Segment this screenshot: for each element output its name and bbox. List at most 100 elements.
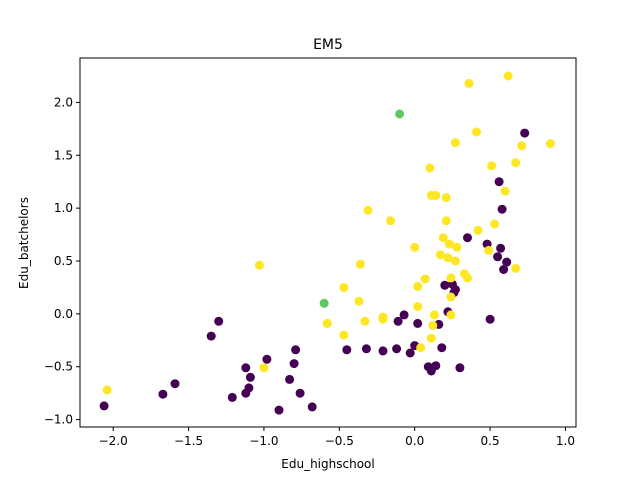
data-point-cluster-0 — [285, 374, 295, 384]
data-point-cluster-2 — [363, 205, 373, 215]
data-point-cluster-2 — [413, 302, 423, 311]
data-point-cluster-0 — [170, 379, 180, 389]
x-axis-ticks: −2.0 −1.5 −1.0 −0.5 0.0 0.5 1.0 — [99, 427, 575, 448]
data-point-cluster-2 — [443, 253, 453, 263]
data-point-cluster-2 — [322, 318, 332, 328]
x-axis-label: Edu_highschool — [281, 457, 374, 471]
data-point-cluster-2 — [416, 343, 426, 353]
data-point-cluster-0 — [405, 348, 415, 358]
data-point-cluster-0 — [361, 344, 371, 354]
data-point-cluster-0 — [274, 405, 284, 415]
data-point-cluster-0 — [342, 345, 352, 355]
x-tick-label: −1.5 — [174, 434, 203, 448]
data-point-cluster-1 — [319, 298, 329, 308]
data-point-cluster-2 — [473, 225, 483, 235]
data-point-cluster-0 — [378, 346, 388, 356]
data-point-cluster-2 — [386, 216, 396, 226]
data-point-cluster-2 — [413, 281, 423, 291]
data-point-cluster-0 — [399, 310, 409, 320]
x-tick-label: 1.0 — [556, 434, 575, 448]
data-point-cluster-2 — [511, 263, 521, 273]
data-point-cluster-0 — [497, 204, 507, 214]
data-point-cluster-2 — [259, 363, 269, 373]
data-point-cluster-0 — [450, 285, 460, 295]
data-point-cluster-2 — [425, 163, 435, 173]
data-point-cluster-0 — [520, 128, 530, 138]
data-point-cluster-0 — [393, 316, 403, 326]
data-point-cluster-2 — [511, 158, 521, 168]
data-point-cluster-2 — [254, 260, 264, 270]
data-point-cluster-0 — [463, 233, 472, 243]
data-point-cluster-0 — [241, 363, 251, 373]
data-point-cluster-0 — [440, 280, 450, 290]
data-point-cluster-0 — [499, 265, 509, 274]
y-axis-ticks: −1.0 −0.5 0.0 0.5 1.0 1.5 2.0 — [44, 95, 80, 427]
data-point-cluster-2 — [420, 274, 430, 284]
data-point-cluster-2 — [428, 321, 438, 330]
data-point-cluster-2 — [355, 259, 365, 269]
data-point-cluster-2 — [490, 219, 500, 229]
data-point-cluster-0 — [455, 363, 465, 373]
x-tick-label: −0.5 — [325, 434, 354, 448]
y-tick-label: 0.5 — [54, 254, 73, 268]
data-point-cluster-0 — [158, 389, 168, 399]
y-axis-label: Edu_batchelors — [17, 197, 31, 289]
data-point-cluster-2 — [441, 193, 451, 203]
data-point-cluster-2 — [472, 127, 481, 137]
data-point-cluster-2 — [446, 310, 456, 320]
data-point-cluster-0 — [431, 361, 441, 371]
data-point-cluster-2 — [503, 71, 513, 81]
data-point-cluster-2 — [378, 314, 388, 324]
data-point-cluster-0 — [485, 314, 495, 324]
data-point-cluster-2 — [463, 273, 472, 283]
y-tick-label: 1.0 — [54, 201, 73, 215]
data-point-cluster-2 — [452, 242, 462, 252]
data-point-cluster-0 — [502, 257, 512, 267]
data-point-cluster-2 — [487, 161, 497, 171]
data-point-cluster-0 — [413, 318, 423, 328]
x-tick-label: −2.0 — [99, 434, 128, 448]
data-point-cluster-0 — [214, 316, 224, 326]
data-point-cluster-2 — [444, 239, 454, 249]
data-point-cluster-2 — [426, 333, 436, 343]
y-tick-label: −1.0 — [44, 413, 73, 427]
data-point-cluster-0 — [206, 331, 216, 341]
data-point-cluster-2 — [438, 233, 448, 243]
data-point-cluster-2 — [431, 190, 441, 200]
data-point-cluster-2 — [441, 216, 451, 226]
data-point-cluster-2 — [450, 138, 460, 148]
data-point-cluster-0 — [99, 401, 109, 411]
x-tick-label: −1.0 — [249, 434, 278, 448]
data-point-cluster-2 — [450, 256, 460, 266]
y-tick-label: −0.5 — [44, 360, 73, 374]
x-tick-label: 0.5 — [481, 434, 500, 448]
data-point-cluster-2 — [410, 242, 420, 252]
data-point-cluster-0 — [494, 177, 504, 187]
data-point-cluster-2 — [500, 186, 510, 196]
data-point-cluster-0 — [227, 392, 237, 402]
data-point-cluster-0 — [496, 243, 506, 253]
data-point-cluster-1 — [395, 109, 405, 119]
data-point-cluster-0 — [289, 359, 299, 369]
data-point-cluster-0 — [392, 344, 402, 354]
y-tick-label: 2.0 — [54, 95, 73, 109]
data-point-cluster-2 — [446, 292, 456, 302]
data-point-cluster-2 — [435, 250, 445, 260]
data-point-cluster-0 — [307, 402, 317, 412]
data-point-cluster-2 — [517, 141, 527, 151]
data-point-cluster-2 — [339, 282, 349, 292]
data-point-cluster-2 — [484, 245, 494, 255]
data-point-cluster-0 — [262, 354, 272, 364]
data-point-cluster-0 — [437, 343, 447, 353]
data-point-cluster-2 — [446, 273, 456, 283]
data-point-cluster-2 — [102, 385, 112, 395]
points-layer — [99, 71, 555, 415]
data-point-cluster-2 — [464, 78, 474, 88]
x-tick-label: 0.0 — [405, 434, 424, 448]
data-point-cluster-0 — [291, 345, 301, 355]
data-point-cluster-2 — [360, 316, 370, 326]
data-point-cluster-2 — [339, 330, 349, 340]
chart-title: EM5 — [313, 37, 343, 53]
